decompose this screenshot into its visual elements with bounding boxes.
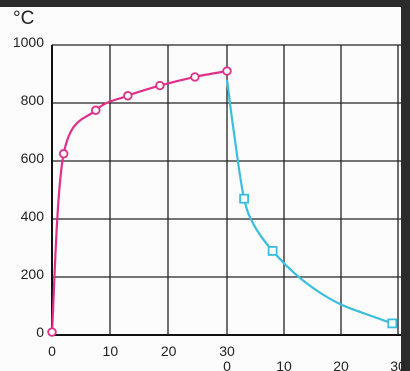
y-tick-label: 200 [21,266,45,282]
data-point-circle [123,91,133,101]
data-point-square [387,318,398,329]
x-tick-label: 0 [223,358,231,371]
data-point-circle [190,72,200,82]
x-tick-label: 0 [48,343,56,359]
data-point-circle [58,149,69,159]
series-line-2 [225,79,393,325]
y-tick-label: 0 [36,324,44,340]
grid [51,44,401,336]
data-point-circle [47,327,57,337]
x-tick-label: 30 [219,343,235,359]
x-tick-label: 10 [103,343,119,359]
data-point-circle [91,105,101,115]
x-tick-label: 10 [276,358,292,371]
series-line-1 [50,70,228,333]
x-tick-label: 30 [390,358,406,371]
y-tick-label: 1000 [13,34,44,50]
chart-panel [0,7,401,371]
x-tick-label: 20 [333,358,349,371]
x-tick-label: 20 [161,343,177,359]
data-point-square [267,245,278,256]
data-point-circle [155,80,165,91]
series-layer [47,66,398,337]
y-tick-label: 400 [21,208,45,224]
y-unit-label: °C [13,8,34,29]
data-point-circle [222,66,232,76]
data-point-square [239,193,250,204]
y-tick-label: 600 [21,150,45,166]
y-tick-label: 800 [21,92,45,108]
